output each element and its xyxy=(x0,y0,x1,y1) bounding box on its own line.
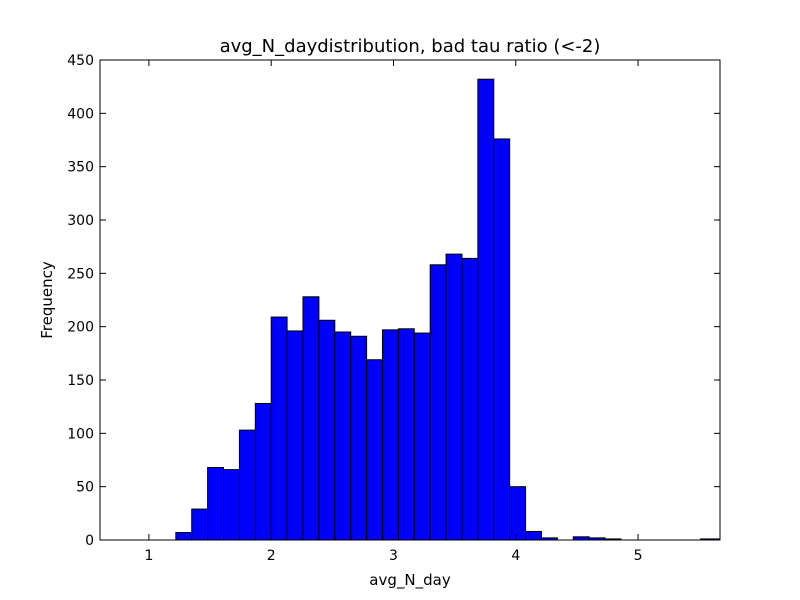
plot-frame xyxy=(99,59,721,541)
histogram-bar xyxy=(207,466,225,541)
histogram-bar xyxy=(334,331,352,541)
histogram-bar xyxy=(461,257,479,541)
x-tick-label: 3 xyxy=(389,548,398,564)
x-tick-label: 5 xyxy=(634,548,643,564)
histogram-bar xyxy=(350,335,368,541)
histogram-bar xyxy=(175,532,193,541)
histogram-bar xyxy=(509,486,527,541)
chart-title: avg_N_daydistribution, bad tau ratio (<-… xyxy=(220,36,601,57)
histogram-bar xyxy=(429,264,447,541)
y-tick-label: 250 xyxy=(67,266,94,282)
histogram-bar xyxy=(493,138,511,541)
histogram-bar xyxy=(238,429,256,541)
y-tick-label: 200 xyxy=(67,320,94,336)
x-tick-label: 4 xyxy=(511,548,520,564)
y-tick-label: 450 xyxy=(67,53,94,69)
histogram-bar xyxy=(477,78,495,541)
x-tick-label: 1 xyxy=(144,548,153,564)
y-tick-label: 300 xyxy=(67,213,94,229)
histogram-bar xyxy=(270,316,288,541)
histogram-bar xyxy=(318,319,336,541)
x-tick-label: 2 xyxy=(267,548,276,564)
histogram-bar xyxy=(381,329,399,541)
histogram-bar xyxy=(366,359,383,541)
histogram-bar xyxy=(525,530,542,541)
y-tick-label: 0 xyxy=(85,533,94,549)
histogram-bar xyxy=(445,253,463,541)
histogram-bar xyxy=(302,296,320,541)
x-axis-label: avg_N_day xyxy=(369,571,451,590)
histogram-bar xyxy=(191,508,209,541)
y-tick-label: 150 xyxy=(67,373,94,389)
y-tick-label: 400 xyxy=(67,106,94,122)
histogram-bar xyxy=(223,469,240,541)
y-tick-label: 50 xyxy=(76,480,94,496)
y-axis-label: Frequency xyxy=(38,261,56,339)
bars-group xyxy=(175,78,721,541)
histogram-bar xyxy=(413,332,431,541)
histogram-bar xyxy=(254,402,272,541)
histogram-bar xyxy=(397,328,415,541)
y-tick-label: 100 xyxy=(67,426,94,442)
y-tick-label: 350 xyxy=(67,160,94,176)
histogram-bar xyxy=(286,330,304,541)
